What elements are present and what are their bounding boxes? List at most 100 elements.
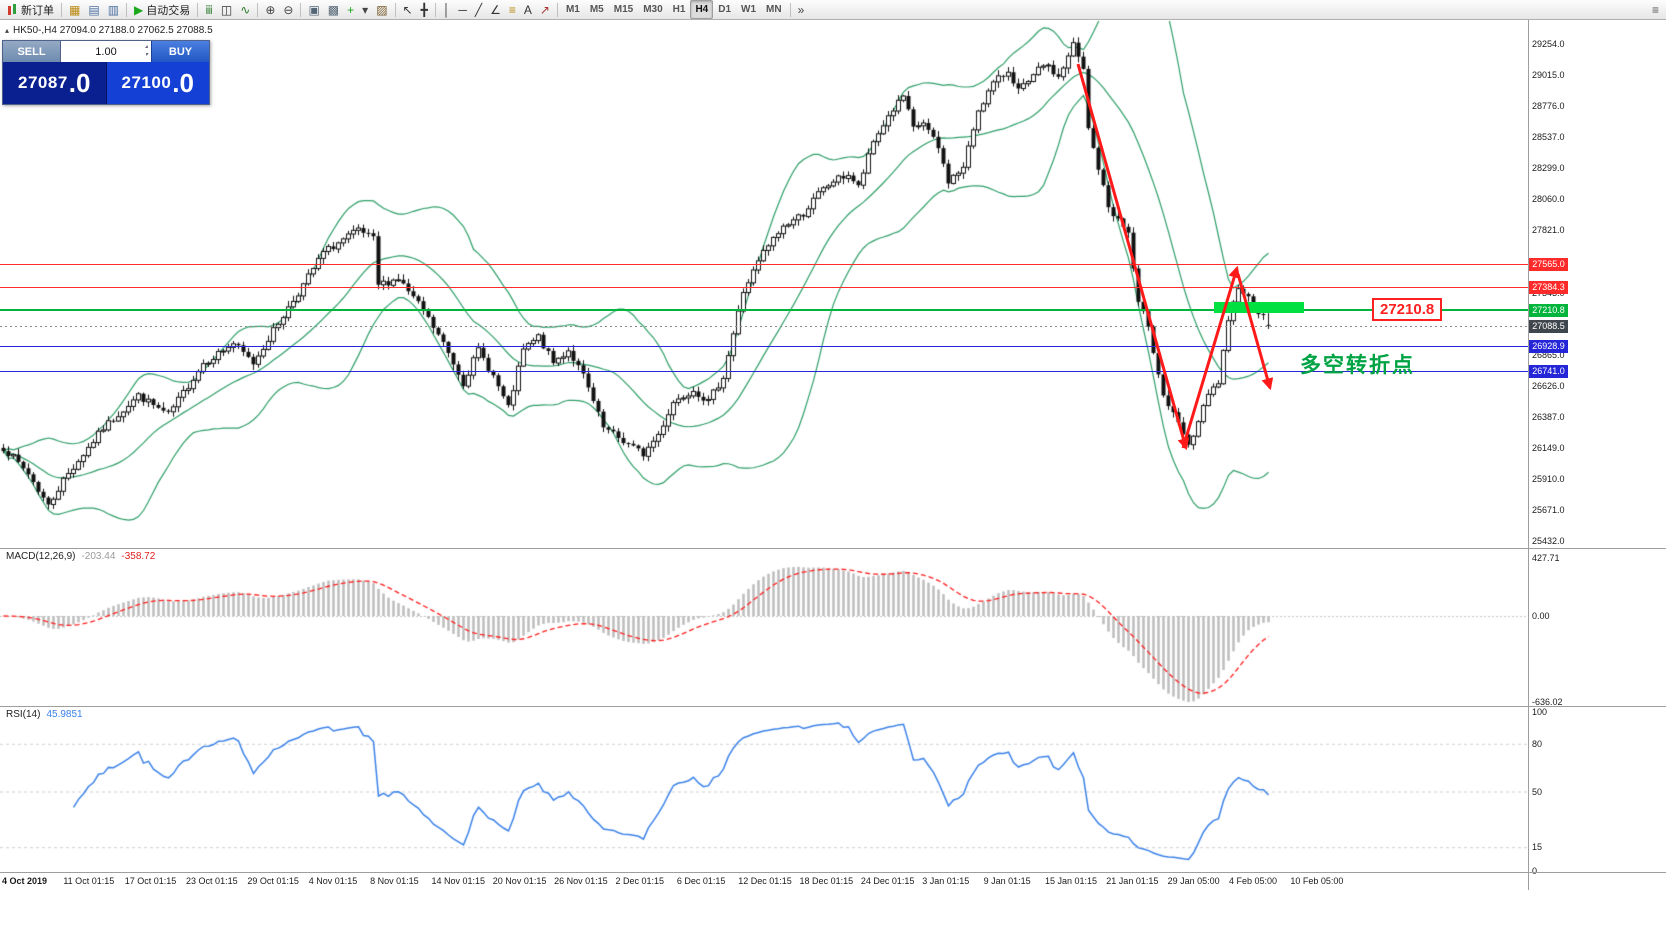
toolbar-separator bbox=[556, 2, 558, 17]
timeframe-button-m5[interactable]: M5 bbox=[589, 4, 604, 15]
autotrade-button: ▶ bbox=[134, 2, 144, 17]
arrows-tool-icon[interactable]: ↗ bbox=[536, 0, 554, 19]
volume-stepper[interactable]: ▴ ▾ bbox=[145, 43, 148, 59]
price-axis-label: 26626.0 bbox=[1532, 381, 1565, 391]
buy-price-main: 27100 bbox=[121, 73, 172, 92]
level-line-bid-27088[interactable] bbox=[0, 326, 1528, 327]
level-line-support-26741[interactable] bbox=[0, 371, 1528, 372]
time-axis-label: 10 Feb 05:00 bbox=[1290, 876, 1344, 886]
cursor-icon[interactable]: ↖ bbox=[399, 0, 417, 19]
templates-icon: ▨ bbox=[376, 2, 388, 17]
time-axis-label: 8 Nov 01:15 bbox=[370, 876, 419, 886]
price-badge-27210.8: 27210.8 bbox=[1529, 304, 1568, 317]
timeframe-button-h4[interactable]: H4 bbox=[690, 0, 714, 19]
horizontal-line-icon[interactable]: ─ bbox=[454, 0, 471, 19]
rsi-scale-label: 50 bbox=[1532, 787, 1543, 797]
price-callout-label[interactable]: 27210.8 bbox=[1372, 298, 1443, 321]
tile-windows-icon: ▣ bbox=[308, 2, 320, 17]
channel-icon: ∠ bbox=[490, 2, 501, 17]
sell-price-main: 27087 bbox=[18, 73, 68, 92]
rsi-panel-divider[interactable] bbox=[0, 706, 1666, 707]
new-order-icon bbox=[7, 3, 18, 16]
timeframe-button-w1[interactable]: W1 bbox=[741, 4, 757, 15]
crosshair-icon[interactable]: ╋ bbox=[417, 0, 432, 19]
price-badge-27565.0: 27565.0 bbox=[1529, 258, 1568, 271]
turning-point-note[interactable]: 多空转折点 bbox=[1300, 354, 1415, 377]
one-click-collapse-toggle[interactable]: ▴ bbox=[5, 26, 10, 35]
cursor-icon: ↖ bbox=[402, 2, 413, 17]
time-axis-label: 26 Nov 01:15 bbox=[554, 876, 608, 886]
bar-chart-type-icon: ⅲ bbox=[205, 2, 213, 17]
zoom-out-icon[interactable]: ⊖ bbox=[279, 0, 297, 19]
price-axis-label: 27821.0 bbox=[1532, 225, 1565, 235]
sell-button[interactable]: SELL bbox=[3, 41, 61, 62]
new-order-button[interactable]: 新订单 bbox=[3, 0, 58, 19]
line-chart-type-icon[interactable]: ∿ bbox=[236, 0, 254, 19]
autotrade-button[interactable]: ▶ 自动交易 bbox=[130, 0, 194, 19]
highlight-rectangle[interactable] bbox=[1214, 302, 1304, 313]
fibonacci-icon[interactable]: ≡ bbox=[505, 0, 520, 19]
timeframe-button-m1[interactable]: M1 bbox=[565, 4, 580, 15]
indicators-icon: + bbox=[347, 2, 355, 17]
price-axis-label: 25910.0 bbox=[1532, 474, 1565, 484]
volume-input[interactable]: 1.00 ▴ ▾ bbox=[61, 41, 151, 62]
stepper-up-icon[interactable]: ▴ bbox=[144, 44, 148, 50]
time-axis-label: 18 Dec 01:15 bbox=[799, 876, 854, 886]
navigator-icon[interactable]: ▥ bbox=[104, 0, 123, 19]
buy-price-panel[interactable]: 27100.0 bbox=[106, 62, 209, 104]
level-line-support-26928[interactable] bbox=[0, 346, 1528, 347]
macd-indicator-label: MACD(12,26,9) -203.44 -358.72 bbox=[6, 551, 155, 562]
data-window-icon[interactable]: ▤ bbox=[84, 0, 103, 19]
macd-scale-label: -636.02 bbox=[1532, 697, 1563, 707]
rsi-scale-label: 0 bbox=[1532, 866, 1538, 876]
trendline-icon[interactable]: ╱ bbox=[471, 0, 486, 19]
rsi-scale-label: 15 bbox=[1532, 842, 1543, 852]
time-axis-label: 29 Jan 05:00 bbox=[1167, 876, 1220, 886]
price-axis-label: 28776.0 bbox=[1532, 101, 1565, 111]
rsi-value: 45.9851 bbox=[46, 709, 83, 720]
timeframe-button-h1[interactable]: H1 bbox=[672, 4, 686, 15]
indicators-icon[interactable]: + bbox=[343, 0, 358, 19]
level-line-resistance-27565[interactable] bbox=[0, 264, 1528, 265]
vertical-line-icon[interactable]: │ bbox=[439, 0, 455, 19]
market-watch-icon[interactable]: ▦ bbox=[65, 0, 84, 19]
time-axis-label: 12 Dec 01:15 bbox=[738, 876, 792, 886]
crosshair-icon: ╋ bbox=[420, 2, 428, 17]
buy-button[interactable]: BUY bbox=[151, 41, 209, 62]
volume-value: 1.00 bbox=[95, 45, 117, 58]
sell-price-panel[interactable]: 27087.0 bbox=[3, 62, 107, 104]
text-tool-icon[interactable]: A bbox=[520, 0, 536, 19]
tile-windows-icon[interactable]: ▣ bbox=[304, 0, 323, 19]
templates-icon[interactable]: ▨ bbox=[372, 0, 391, 19]
one-click-trading-widget: SELL 1.00 ▴ ▾ BUY 27087.0 27100.0 bbox=[2, 40, 210, 105]
candlestick-type-icon[interactable]: ◫ bbox=[217, 0, 236, 19]
timeframe-button-mn[interactable]: MN bbox=[766, 4, 782, 15]
chart-shift-icon[interactable]: » bbox=[794, 0, 809, 19]
macd-panel-divider[interactable] bbox=[0, 548, 1666, 549]
channel-icon[interactable]: ∠ bbox=[486, 0, 505, 19]
toolbar-separator bbox=[61, 2, 62, 17]
price-axis-label: 29015.0 bbox=[1532, 70, 1565, 80]
toolbar-menu-icon[interactable]: ≡ bbox=[1648, 0, 1663, 19]
timeframe-button-m30[interactable]: M30 bbox=[643, 4, 663, 15]
bar-chart-type-icon[interactable]: ⅲ bbox=[201, 0, 217, 19]
auto-arrange-icon[interactable]: ▩ bbox=[324, 0, 343, 19]
toolbar-separator bbox=[197, 2, 199, 17]
toolbar-menu-icon: ≡ bbox=[1651, 2, 1659, 17]
navigator-icon: ▥ bbox=[107, 2, 120, 17]
level-line-pivot-27210[interactable] bbox=[0, 309, 1528, 311]
periods-icon[interactable]: ▾ bbox=[358, 0, 372, 19]
rsi-name: RSI(14) bbox=[6, 709, 41, 720]
fibonacci-icon: ≡ bbox=[508, 2, 516, 17]
zoom-in-icon[interactable]: ⊕ bbox=[261, 0, 279, 19]
time-axis-divider bbox=[0, 872, 1666, 873]
level-line-resistance-27384[interactable] bbox=[0, 287, 1528, 288]
timeframe-button-d1[interactable]: D1 bbox=[718, 4, 732, 15]
stepper-down-icon[interactable]: ▾ bbox=[144, 52, 148, 58]
timeframe-button-m15[interactable]: M15 bbox=[613, 4, 634, 15]
zoom-out-icon: ⊖ bbox=[283, 2, 294, 17]
text-tool-icon: A bbox=[523, 2, 532, 17]
time-axis[interactable]: 4 Oct 2019 11 Oct 01:15 17 Oct 01:15 23 Oct… bbox=[0, 876, 1666, 892]
toolbar-separator bbox=[126, 2, 128, 17]
